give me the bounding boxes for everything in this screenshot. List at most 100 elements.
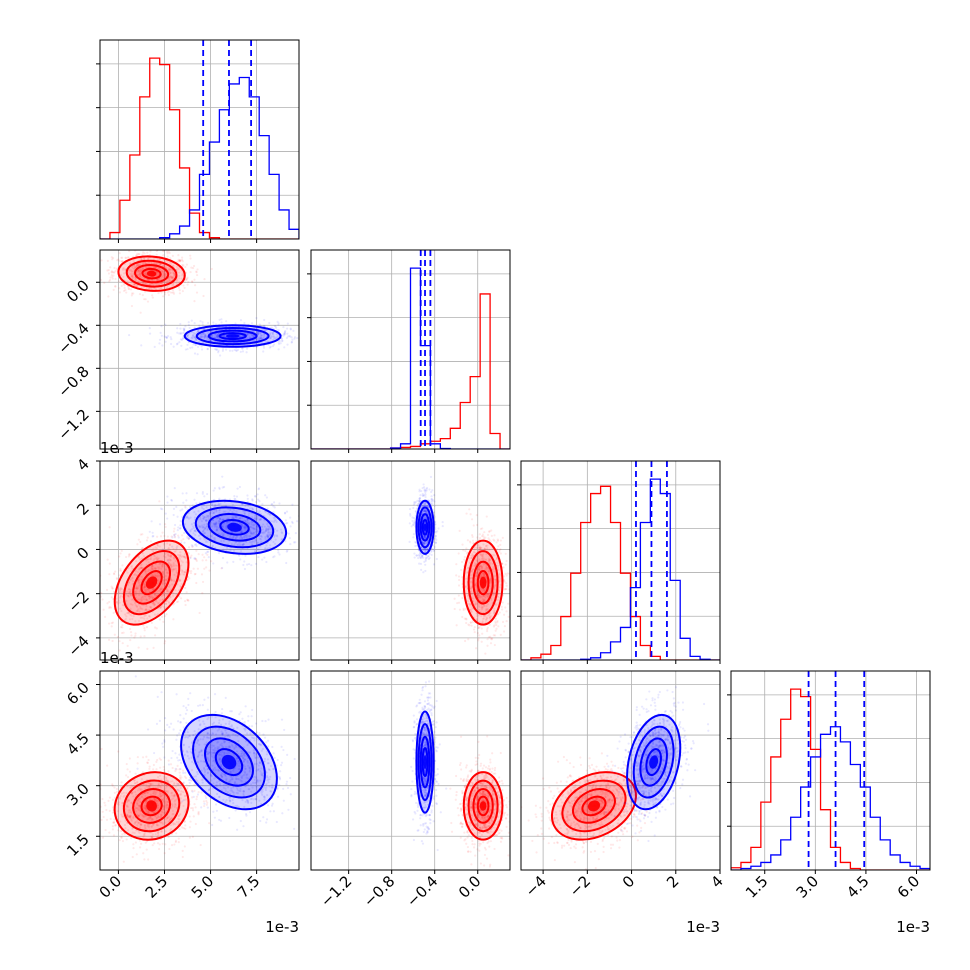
pair-2-0-red-point-52 (164, 568, 167, 571)
pair-2-0-red-point-712 (153, 592, 156, 595)
pair-1-0-red-point-848 (161, 281, 164, 284)
pair-2-0-red-point-58 (126, 583, 130, 586)
pair-1-0-blue-point-858 (216, 333, 220, 336)
pair-2-0-blue-point-379 (291, 503, 294, 506)
pair-1-0-red-point-829 (141, 294, 144, 297)
pair-1-0-blue-point-684 (272, 343, 276, 346)
pair-1-0-red-point-261 (167, 250, 170, 253)
pair-1-0-blue-point-616 (258, 337, 262, 340)
pair-2-0-red-point-624 (143, 629, 146, 632)
pair-2-0-blue-point-102 (225, 527, 228, 530)
pair-1-0-red-point-186 (183, 286, 186, 290)
pair-2-0-red-core (145, 576, 158, 589)
pair-2-0-blue-point-252 (245, 536, 248, 539)
pair-2-1-red-point-55 (478, 565, 481, 568)
pair-1-0-red-point-115 (120, 284, 123, 287)
pair-2-0-red-point-839 (119, 567, 122, 570)
pair-2-0-red-point-188 (141, 547, 144, 550)
pair-2-0-red-point-53 (139, 605, 142, 608)
pair-2-0-blue-point-696 (274, 538, 277, 541)
pair-1-0-red-point-828 (177, 260, 180, 263)
pair-1-0-blue-point-677 (259, 333, 262, 336)
pair-2-0-red-point-736 (134, 632, 137, 635)
pair-2-0-blue-point-651 (273, 519, 276, 522)
pair-2-1-red-point-98 (482, 600, 485, 603)
pair-2-1-red-point-306 (464, 608, 467, 611)
pair-2-1-red-point-451 (486, 544, 489, 547)
pair-1-0-blue-point-238 (201, 332, 205, 336)
pair-2-0-red-point-113 (180, 555, 183, 558)
pair-2-0-red-point-0 (188, 577, 191, 580)
pair-2-1-red-point-223 (471, 555, 474, 558)
pair-2-0-red-point-154 (111, 639, 114, 643)
pair-2-1-red-point-664 (499, 539, 503, 542)
pair-2-0-blue-point-718 (177, 526, 180, 529)
pair-2-0-blue-point-490 (247, 504, 250, 508)
pair-1-0-red-point-380 (146, 251, 149, 254)
pair-2-0-red-point-641 (165, 571, 169, 574)
pair-2-0-red-point-283 (134, 604, 137, 607)
pair-2-0-blue-point-779 (283, 512, 287, 515)
pair-2-0-red-point-605 (173, 573, 176, 576)
pair-2-0-red-point-601 (186, 598, 189, 601)
pair-2-0-blue-point-827 (213, 524, 216, 527)
pair-1-0-blue-point-28 (290, 340, 294, 344)
pair-1-0-red-point-223 (203, 278, 206, 281)
pair-2-1-red-point-644 (498, 548, 501, 552)
pair-1-0-blue-point-723 (248, 336, 252, 339)
pair-1-0-red-point-875 (137, 253, 140, 256)
pair-2-0-blue-point-610 (193, 516, 197, 519)
pair-1-0-blue-point-648 (258, 336, 261, 339)
hist-0-frame (99, 39, 300, 240)
pair-1-0-blue-point-736 (140, 344, 143, 347)
pair-2-1-red-point-848 (463, 617, 466, 620)
pair-2-0-blue-point-88 (259, 517, 263, 520)
pair-2-1-red-point-5 (487, 636, 490, 639)
pair-2-0-red-point-761 (137, 598, 140, 601)
pair-2-0-blue-point-484 (214, 504, 217, 507)
pair-2-0-blue-point-697 (252, 532, 255, 535)
pair-2-0-blue-point-691 (192, 527, 195, 530)
pair-2-1-red-point-686 (471, 533, 474, 537)
pair-2-0-red-point-844 (201, 559, 204, 562)
pair-2-0-red-point-305 (194, 572, 197, 576)
pair-2-0-blue-point-736 (289, 516, 292, 519)
pair-2-0-red-point-225 (190, 554, 193, 557)
pair-2-0-red-point-221 (128, 592, 131, 595)
pair-1-0-blue-point-773 (243, 321, 246, 325)
pair-2-0-red-point-611 (143, 609, 146, 612)
pair-2-0-blue-point-848 (272, 516, 275, 519)
pair-2-0-red-point-734 (119, 594, 122, 598)
pair-2-0-red-point-187 (195, 581, 198, 585)
pair-1-0-blue-point-505 (204, 334, 207, 337)
pair-2-0-blue-point-347 (189, 556, 192, 560)
pair-2-0-blue-point-662 (267, 535, 270, 538)
pair-1-0-red-point-159 (109, 278, 112, 281)
pair-2-1-red-point-355 (490, 598, 493, 602)
pair-1-0-blue-point-738 (258, 323, 261, 326)
pair-2-0-blue-point-223 (262, 523, 265, 526)
pair-2-0-red-point-450 (102, 608, 105, 611)
pair-1-0-red-point-889 (169, 257, 172, 260)
pair-1-0-blue-point-416 (192, 334, 195, 337)
pair-2-0-blue-point-317 (203, 515, 206, 519)
pair-1-0-blue-point-272 (195, 338, 198, 341)
pair-2-1-red-point-831 (463, 555, 466, 559)
pair-2-0-blue-point-321 (222, 548, 225, 551)
pair-2-0-blue-point-191 (224, 510, 227, 513)
hist-0-plot-area (100, 40, 299, 239)
pair-1-0-blue-point-346 (268, 332, 272, 336)
pair-1-0-blue-point-894 (192, 331, 195, 335)
pair-1-0-red-point-62 (178, 274, 181, 278)
pair-2-0-blue-point-343 (240, 524, 244, 527)
pair-1-0-red-point-596 (186, 283, 189, 286)
pair-1-0-blue-point-525 (187, 323, 190, 327)
pair-2-0-blue-point-703 (253, 527, 256, 530)
pair-2-0-red-point-263 (190, 569, 193, 573)
pair-2-0-blue-point-645 (252, 527, 255, 530)
pair-2-0-red-point-862 (121, 623, 124, 627)
hist-3-red-series (731, 688, 930, 870)
pair-2-0-red-point-90 (183, 571, 187, 574)
pair-2-0-red-point-511 (145, 559, 148, 562)
pair-1-0-blue-point-612 (251, 339, 254, 343)
